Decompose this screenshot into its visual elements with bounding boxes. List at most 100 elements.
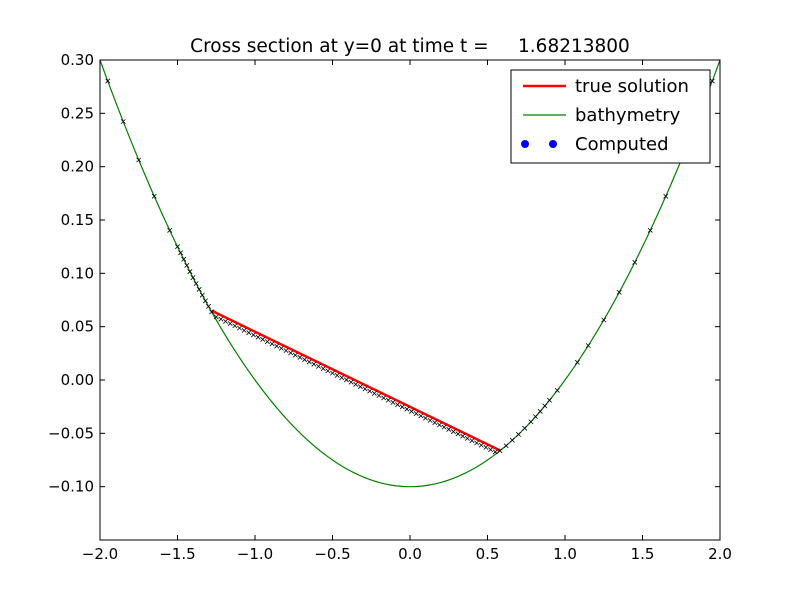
y-tick-label: 0.25 xyxy=(61,104,94,122)
computed-point xyxy=(325,368,331,374)
computed-point xyxy=(632,259,638,265)
y-tick-label: 0.10 xyxy=(61,264,94,282)
computed-point xyxy=(105,78,111,84)
computed-point xyxy=(339,375,345,381)
computed-point xyxy=(450,429,456,435)
computed-point xyxy=(316,363,322,369)
computed-point xyxy=(181,256,187,262)
computed-point xyxy=(320,366,326,372)
computed-point xyxy=(269,341,275,347)
bathymetry-line xyxy=(100,60,720,488)
computed-point xyxy=(446,426,452,432)
computed-point xyxy=(302,357,308,363)
computed-point xyxy=(436,422,442,428)
computed-point xyxy=(264,339,270,345)
computed-point xyxy=(432,420,438,426)
computed-point xyxy=(292,352,298,358)
computed-point xyxy=(455,431,461,437)
y-tick-label: 0.30 xyxy=(61,51,94,69)
computed-point xyxy=(288,350,294,356)
computed-point xyxy=(297,354,303,360)
computed-point xyxy=(509,437,515,443)
computed-point xyxy=(178,250,184,256)
computed-point xyxy=(381,395,387,401)
y-tick-label: −0.05 xyxy=(48,424,94,442)
computed-point xyxy=(237,325,242,331)
x-axis: −2.0 −1.5 −1.0 −0.5 0.0 0.5 1.0 1.5 2.0 xyxy=(82,60,732,563)
x-tick-label: 1.0 xyxy=(553,545,577,563)
computed-point xyxy=(409,408,415,414)
computed-point xyxy=(537,408,543,414)
computed-point xyxy=(353,381,359,387)
computed-point xyxy=(357,384,363,390)
computed-point xyxy=(399,404,405,410)
computed-point xyxy=(343,377,349,383)
x-tick-label: 0.5 xyxy=(476,545,500,563)
computed-point xyxy=(193,281,199,287)
computed-point xyxy=(395,402,401,408)
computed-point xyxy=(223,318,229,324)
computed-point xyxy=(367,388,373,394)
x-tick-label: −0.5 xyxy=(314,545,350,563)
legend-true-solution-label: true solution xyxy=(575,76,689,97)
y-tick-label: 0.00 xyxy=(61,371,94,389)
legend-computed-dot-2 xyxy=(549,140,557,148)
computed-point xyxy=(218,316,224,322)
computed-point xyxy=(427,417,433,423)
computed-point xyxy=(423,415,428,421)
computed-point xyxy=(184,262,190,268)
x-tick-label: −1.0 xyxy=(237,545,273,563)
computed-point xyxy=(306,359,312,365)
computed-point xyxy=(542,403,548,409)
computed-point xyxy=(385,397,391,403)
computed-point xyxy=(250,332,256,338)
computed-point xyxy=(246,330,252,336)
x-tick-label: −2.0 xyxy=(82,545,118,563)
computed-point xyxy=(522,425,528,431)
x-tick-label: 0.0 xyxy=(398,545,422,563)
computed-point xyxy=(528,419,534,425)
computed-point xyxy=(209,309,215,315)
computed-point xyxy=(488,447,494,453)
computed-point xyxy=(616,289,622,295)
chart-title: Cross section at y=0 at time t = 1.68213… xyxy=(190,36,630,57)
y-tick-label: 0.20 xyxy=(61,158,94,176)
true-solution-line xyxy=(211,309,501,452)
computed-point xyxy=(547,397,552,403)
computed-point xyxy=(255,334,261,340)
computed-markers xyxy=(105,78,715,455)
computed-point xyxy=(554,387,560,393)
legend-computed-label: Computed xyxy=(575,134,669,155)
computed-point xyxy=(503,443,509,449)
computed-point xyxy=(278,345,284,351)
computed-point xyxy=(663,193,669,199)
computed-point xyxy=(187,269,193,275)
computed-point xyxy=(376,393,382,399)
y-axis: −0.10 −0.05 0.00 0.05 0.10 0.15 0.20 0.25 0.30 xyxy=(48,51,720,496)
x-tick-label: −1.5 xyxy=(159,545,195,563)
y-tick-label: 0.15 xyxy=(61,211,94,229)
computed-point xyxy=(196,286,202,292)
computed-point xyxy=(334,372,340,378)
computed-point xyxy=(390,399,396,405)
computed-point xyxy=(492,449,498,455)
x-tick-label: 1.5 xyxy=(631,545,655,563)
computed-point xyxy=(418,413,424,419)
computed-point xyxy=(348,379,354,385)
x-tick-label: 2.0 xyxy=(708,545,732,563)
computed-point xyxy=(533,414,539,420)
computed-point xyxy=(199,292,205,298)
computed-point xyxy=(151,193,157,199)
computed-point xyxy=(167,227,173,233)
computed-point xyxy=(362,386,368,392)
y-tick-label: 0.05 xyxy=(61,318,94,336)
computed-point xyxy=(574,359,580,365)
computed-point xyxy=(274,343,280,349)
plot-area xyxy=(100,60,720,488)
legend: true solution bathymetry Computed xyxy=(510,69,711,164)
computed-point xyxy=(647,227,653,233)
computed-point xyxy=(585,343,591,349)
legend-computed-dot-1 xyxy=(521,140,529,148)
computed-point xyxy=(175,244,180,250)
